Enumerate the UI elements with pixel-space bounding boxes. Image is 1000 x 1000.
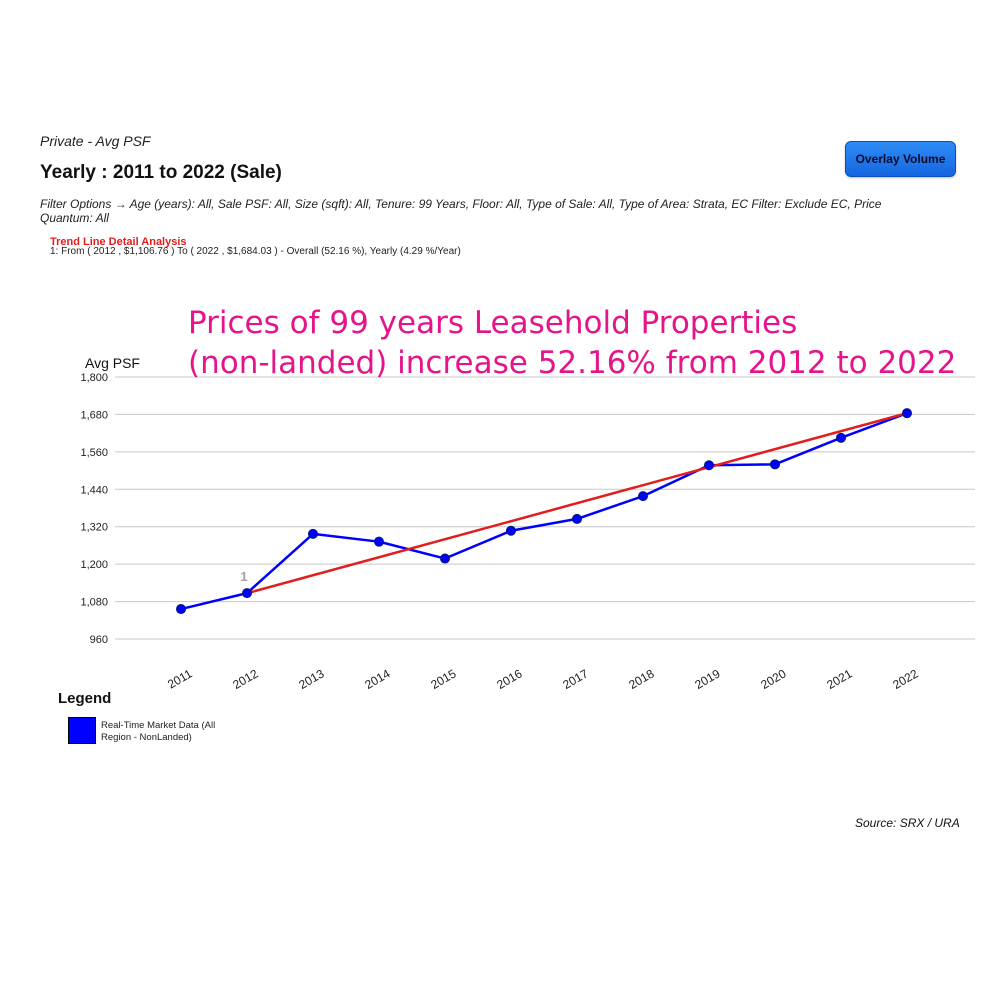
x-tick-label-2022: 2022 xyxy=(890,666,920,692)
y-tick-label-1440: 1,440 xyxy=(80,484,108,496)
x-tick-label-2011: 2011 xyxy=(165,666,195,691)
data-point-2018 xyxy=(638,491,648,502)
data-point-2021 xyxy=(836,432,846,443)
data-point-2015 xyxy=(440,553,450,564)
data-point-2017 xyxy=(572,513,582,524)
x-axis-ticks: 2011 2012 2013 2014 2015 2016 2017 2018 2019 2020… xyxy=(165,666,921,692)
x-tick-label-2018: 2018 xyxy=(626,666,656,692)
data-point-2020 xyxy=(770,459,780,470)
y-tick-label-1080: 1,080 xyxy=(80,597,108,609)
y-tick-label-1320: 1,320 xyxy=(80,522,108,534)
x-tick-label-2012: 2012 xyxy=(230,666,260,692)
data-point-2011 xyxy=(176,604,186,615)
trend-layer: 1 xyxy=(240,411,908,595)
y-axis-ticks: 960 1,080 1,200 1,320 1,440 1,560 1,680 1,800 xyxy=(80,372,108,646)
series-line-0 xyxy=(180,412,908,611)
series-layer xyxy=(180,412,908,611)
chart-gridlines xyxy=(115,376,975,640)
headline-line-2: (non-landed) increase 52.16% from 2012 t… xyxy=(188,345,957,381)
y-tick-label-1560: 1,560 xyxy=(80,447,108,459)
marker-layer xyxy=(176,408,912,615)
x-tick-label-2014: 2014 xyxy=(362,666,392,692)
legend-swatch xyxy=(68,717,96,744)
y-tick-label-1800: 1,800 xyxy=(80,372,108,384)
legend-title: Legend xyxy=(58,690,112,707)
source-note: Source: SRX / URA xyxy=(855,816,960,830)
trend-line-label: 1 xyxy=(240,569,247,584)
data-point-2019 xyxy=(704,460,714,471)
data-point-2022 xyxy=(902,408,912,419)
y-tick-label-1680: 1,680 xyxy=(80,409,108,421)
trend-line-detail: 1: From ( 2012 , $1,106.76 ) To ( 2022 ,… xyxy=(50,246,461,257)
x-tick-label-2019: 2019 xyxy=(692,666,722,692)
trend-line xyxy=(246,411,908,595)
data-point-2012 xyxy=(242,588,252,599)
trend-line-heading: Trend Line Detail Analysis xyxy=(50,236,187,248)
data-point-2016 xyxy=(506,525,516,536)
chart-title: Yearly : 2011 to 2022 (Sale) xyxy=(40,162,282,183)
headline-line-1: Prices of 99 years Leasehold Properties xyxy=(188,305,798,341)
x-tick-label-2015: 2015 xyxy=(428,666,458,692)
legend-label: Real-Time Market Data (All Region - NonL… xyxy=(101,720,216,743)
y-tick-label-1200: 1,200 xyxy=(80,559,108,571)
x-tick-label-2016: 2016 xyxy=(494,666,524,692)
y-axis-label: Avg PSF xyxy=(85,355,140,371)
x-tick-label-2013: 2013 xyxy=(296,666,326,692)
data-point-2014 xyxy=(374,536,384,547)
y-tick-label-960: 960 xyxy=(90,634,108,646)
headline-annotation: Prices of 99 years Leasehold Properties … xyxy=(188,303,993,383)
x-tick-label-2017: 2017 xyxy=(560,666,590,692)
x-tick-label-2020: 2020 xyxy=(758,666,788,692)
filter-options-text: Filter Options → Age (years): All, Sale … xyxy=(40,197,882,225)
overlay-volume-button[interactable]: Overlay Volume xyxy=(845,141,956,177)
x-tick-label-2021: 2021 xyxy=(824,666,854,692)
chart-subtitle: Private - Avg PSF xyxy=(40,133,151,149)
data-point-2013 xyxy=(308,528,318,539)
